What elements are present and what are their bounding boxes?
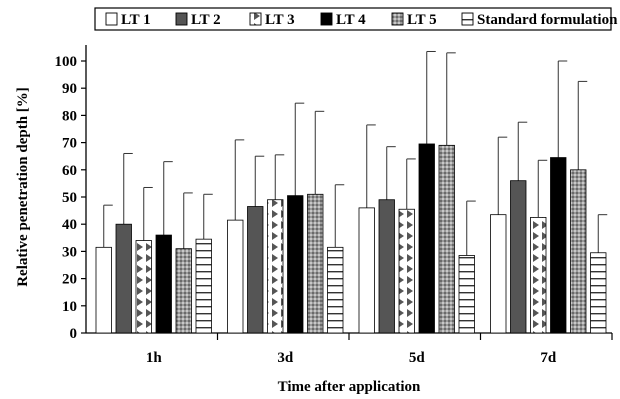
legend-label: Standard formulation	[477, 12, 618, 28]
x-axis-label: Time after application	[278, 379, 421, 395]
y-tick-label: 0	[70, 326, 78, 342]
bar-standard-formulation-1h	[195, 238, 212, 334]
bar-lt-2-5d	[378, 199, 395, 334]
bar-lt-5-5d	[438, 144, 455, 334]
y-tick-label: 70	[62, 136, 77, 152]
bar-lt-1-1h	[95, 246, 112, 334]
bar-standard-formulation-3d	[327, 246, 344, 334]
x-tick-label: 1h	[146, 350, 163, 366]
legend-swatch	[461, 12, 474, 26]
bar-lt-5-1h	[175, 248, 192, 334]
y-tick-label: 20	[62, 272, 77, 288]
bar-lt-3-7d	[530, 216, 547, 334]
bar-lt-4-1h	[155, 234, 172, 334]
bar-lt-4-7d	[550, 157, 567, 334]
legend-swatch	[105, 12, 118, 26]
y-tick-label: 40	[62, 217, 77, 233]
bar-lt-1-5d	[358, 207, 375, 334]
bar-lt-4-3d	[287, 195, 304, 334]
bar-lt-5-7d	[570, 169, 587, 334]
legend-label: LT 1	[121, 12, 151, 28]
bar-standard-formulation-5d	[458, 255, 475, 334]
y-tick-label: 50	[62, 190, 77, 206]
bar-lt-2-1h	[115, 223, 132, 334]
bar-lt-4-5d	[418, 143, 435, 334]
bar-standard-formulation-7d	[590, 252, 607, 334]
legend-swatch	[391, 12, 404, 26]
legend-swatch	[320, 12, 333, 26]
y-axis-label: Relative penetration depth [%]	[15, 87, 31, 287]
y-tick-label: 100	[55, 54, 78, 70]
legend-swatch	[249, 12, 262, 26]
bar-lt-1-3d	[227, 219, 244, 334]
legend-label: LT 5	[407, 12, 437, 28]
x-tick-label: 7d	[540, 350, 557, 366]
bar-lt-3-1h	[135, 240, 152, 334]
y-tick-label: 60	[62, 163, 77, 179]
bar-lt-3-3d	[267, 199, 284, 334]
legend-label: LT 3	[265, 12, 295, 28]
legend-label: LT 4	[336, 12, 366, 28]
y-tick-label: 90	[62, 81, 77, 97]
legend-swatch	[175, 12, 188, 26]
bar-lt-3-5d	[398, 208, 415, 334]
bar-lt-2-3d	[247, 206, 264, 334]
legend-label: LT 2	[191, 12, 221, 28]
y-tick-label: 80	[62, 108, 77, 124]
x-tick-label: 3d	[277, 350, 294, 366]
x-tick-label: 5d	[409, 350, 426, 366]
bar-lt-1-7d	[490, 214, 507, 334]
plot-area: 0 10 20 30 40 50 60 70 80 90 100 1h 3d 5d 7d	[55, 45, 613, 366]
y-tick-label: 10	[62, 299, 77, 315]
bar-lt-2-7d	[510, 180, 527, 334]
y-tick-label: 30	[62, 244, 77, 260]
legend: LT 1 LT 2 LT 3 LT 4 LT 5 Standard formulation	[94, 7, 618, 31]
bar-lt-5-3d	[307, 193, 324, 334]
legend-box	[94, 7, 612, 31]
